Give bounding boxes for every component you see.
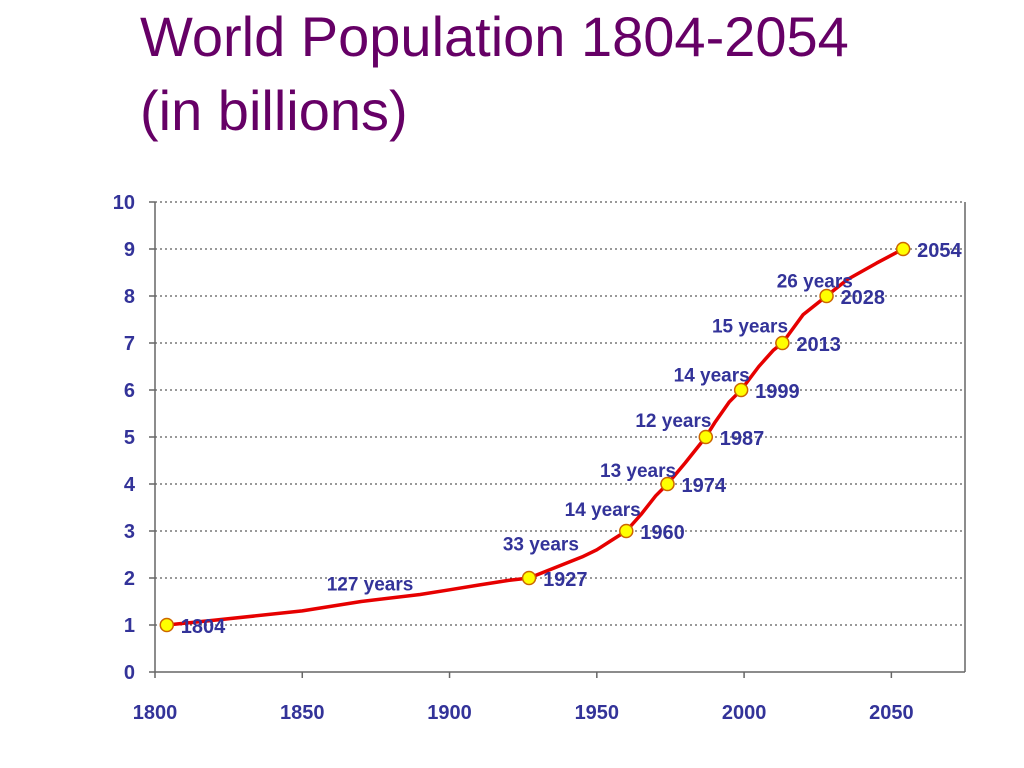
point-label-2013: 2013 xyxy=(796,334,841,356)
series-line-group xyxy=(165,247,905,627)
span-annotation-1: 33 years xyxy=(503,535,579,556)
y-tick-label-4: 4 xyxy=(124,474,136,496)
point-label-1804: 1804 xyxy=(181,616,226,638)
span-annotation-3: 13 years xyxy=(600,461,676,482)
y-tick-label-5: 5 xyxy=(124,427,135,449)
x-tick-label-2050: 2050 xyxy=(869,702,914,724)
grid-lines xyxy=(155,201,965,626)
marker-2013 xyxy=(775,335,790,351)
chart-title-line-1: World Population 1804-2054 xyxy=(140,5,849,68)
span-annotation-4: 12 years xyxy=(635,411,711,432)
y-tick-label-0: 0 xyxy=(124,662,135,684)
y-tick-label-7: 7 xyxy=(124,333,135,355)
point-label-2028: 2028 xyxy=(841,287,886,309)
x-axis-ticks: 1800 1850 1900 1950 2000 2050 xyxy=(133,672,914,724)
point-label-1960: 1960 xyxy=(640,522,685,544)
marker-1987 xyxy=(698,429,714,445)
marker-1999 xyxy=(733,382,749,398)
marker-2028 xyxy=(819,288,834,304)
y-tick-label-2: 2 xyxy=(124,568,135,590)
y-tick-label-9: 9 xyxy=(124,239,135,261)
span-annotation-7: 26 years xyxy=(777,271,853,292)
point-label-1974: 1974 xyxy=(682,475,727,497)
point-label-1987: 1987 xyxy=(720,428,765,450)
span-annotation-0: 127 years xyxy=(327,575,414,596)
marker-1960 xyxy=(619,523,634,539)
point-label-1999: 1999 xyxy=(755,381,800,403)
marker-1927 xyxy=(521,570,537,586)
x-tick-label-2000: 2000 xyxy=(722,702,767,724)
y-tick-label-10: 10 xyxy=(113,192,135,214)
x-tick-label-1950: 1950 xyxy=(575,702,620,724)
data-markers xyxy=(159,241,911,633)
y-tick-label-8: 8 xyxy=(124,286,135,308)
span-annotation-2: 14 years xyxy=(565,500,641,521)
marker-1804 xyxy=(159,617,175,633)
y-axis-ticks: 0 1 2 3 4 5 6 7 8 9 10 xyxy=(113,192,155,684)
y-tick-label-3: 3 xyxy=(124,521,135,543)
marker-2054 xyxy=(895,241,911,257)
point-label-2054: 2054 xyxy=(917,240,962,262)
marker-1974 xyxy=(660,476,675,492)
point-labels: 1804 1927 1960 1974 1987 1999 2013 2028 2054 xyxy=(181,240,963,638)
span-annotation-5: 14 years xyxy=(674,365,750,386)
x-tick-label-1900: 1900 xyxy=(427,702,472,724)
y-tick-label-6: 6 xyxy=(124,380,135,402)
span-annotation-6: 15 years xyxy=(712,317,788,338)
x-tick-label-1850: 1850 xyxy=(280,702,325,724)
chart-title-line-2: (in billions) xyxy=(140,79,408,142)
chart-title: World Population 1804-2054 (in billions) xyxy=(140,0,849,148)
x-tick-label-1800: 1800 xyxy=(133,702,178,724)
span-annotations: 127 years 33 years 14 years 13 years 12 year… xyxy=(327,271,853,595)
y-tick-label-1: 1 xyxy=(124,615,135,637)
point-label-1927: 1927 xyxy=(543,569,588,591)
series-line-0 xyxy=(165,247,905,627)
